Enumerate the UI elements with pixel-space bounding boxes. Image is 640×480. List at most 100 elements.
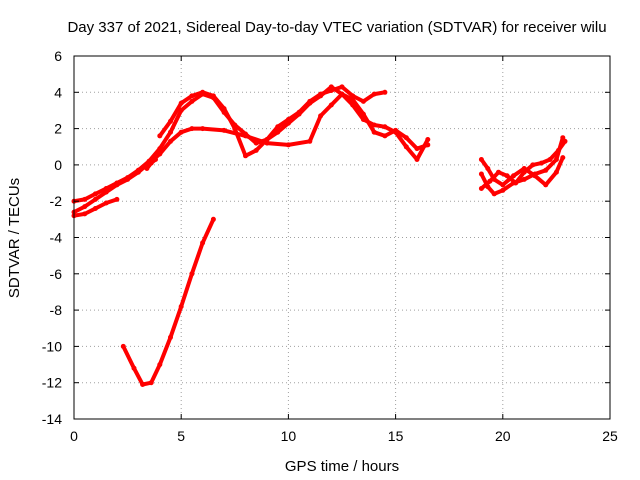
data-point	[189, 126, 195, 132]
data-point	[318, 113, 324, 119]
data-point	[553, 157, 559, 162]
data-point	[82, 204, 88, 210]
y-tick-label: 4	[54, 84, 62, 100]
series-arc-7	[479, 135, 565, 196]
x-tick-label: 5	[177, 428, 185, 444]
data-point	[168, 334, 173, 340]
y-tick-label: -4	[50, 230, 63, 246]
data-point	[425, 137, 431, 142]
data-point	[530, 162, 536, 168]
data-point	[178, 129, 184, 135]
data-point	[478, 171, 484, 177]
data-point	[92, 191, 98, 197]
data-point	[547, 157, 553, 162]
data-point	[500, 182, 506, 188]
data-point	[103, 189, 109, 195]
data-point	[221, 106, 227, 112]
data-point	[157, 362, 163, 368]
series-arc-3	[157, 84, 387, 158]
data-point	[414, 157, 420, 162]
y-tick-label: -8	[50, 302, 63, 318]
data-point	[478, 157, 484, 162]
data-point	[425, 142, 431, 148]
data-point	[521, 166, 527, 171]
grid-lines	[74, 56, 610, 419]
data-point	[491, 191, 497, 197]
data-point	[148, 380, 154, 386]
data-point	[485, 166, 491, 171]
data-point	[543, 167, 549, 173]
data-point	[491, 176, 497, 182]
y-tick-label: -10	[42, 338, 62, 354]
x-tick-label: 15	[388, 428, 404, 444]
data-point	[189, 98, 195, 104]
x-tick-label: 10	[281, 428, 297, 444]
data-point	[360, 111, 366, 117]
data-point	[382, 133, 388, 139]
series-arc-5	[121, 217, 216, 387]
data-point	[562, 138, 568, 144]
data-point	[120, 343, 126, 349]
data-point	[131, 365, 137, 371]
data-point	[500, 187, 506, 193]
y-tick-label: -14	[42, 411, 62, 427]
data-point	[189, 271, 195, 277]
data-point	[135, 169, 141, 175]
data-point	[210, 216, 216, 222]
y-tick-label: -12	[42, 375, 62, 391]
data-point	[382, 124, 388, 130]
data-point	[328, 102, 334, 108]
x-tick-label: 0	[70, 428, 78, 444]
y-tick-label: 6	[54, 48, 62, 64]
data-point	[189, 93, 195, 99]
data-point	[253, 147, 259, 153]
data-point	[168, 138, 173, 144]
series-layer	[71, 84, 568, 387]
data-point	[556, 147, 561, 153]
data-point	[264, 137, 270, 142]
data-point	[275, 124, 281, 130]
y-tick-label: 2	[54, 121, 62, 137]
data-point	[92, 206, 98, 211]
data-point	[103, 200, 109, 206]
data-point	[144, 166, 150, 171]
data-point	[532, 173, 538, 179]
data-point	[82, 211, 88, 217]
data-point	[153, 157, 158, 162]
data-point	[371, 129, 377, 135]
data-point	[318, 91, 324, 97]
data-point	[414, 146, 420, 152]
data-point	[307, 138, 313, 144]
data-point	[382, 89, 388, 95]
y-tick-label: -2	[50, 193, 63, 209]
x-axis-label: GPS time / hours	[285, 458, 399, 475]
data-point	[114, 196, 120, 202]
data-point	[200, 240, 206, 246]
data-point	[504, 173, 510, 179]
series-arc-9	[479, 155, 565, 187]
data-point	[478, 186, 484, 191]
data-point	[285, 117, 291, 122]
data-point	[560, 155, 566, 161]
data-point	[371, 91, 377, 97]
data-point	[307, 98, 313, 104]
y-axis-label: SDTVAR / TECUs	[6, 178, 23, 298]
data-point	[92, 196, 98, 202]
x-tick-label: 20	[495, 428, 511, 444]
data-point	[210, 93, 216, 99]
data-point	[393, 127, 399, 133]
data-point	[148, 160, 154, 166]
y-tick-label: -6	[50, 266, 63, 282]
data-point	[125, 176, 131, 182]
data-point	[200, 126, 206, 132]
chart-title: Day 337 of 2021, Sidereal Day-to-day VTE…	[67, 19, 606, 36]
data-point	[360, 98, 366, 104]
data-point	[157, 151, 163, 157]
data-point	[553, 169, 559, 175]
data-point	[200, 89, 206, 95]
data-point	[296, 109, 302, 115]
data-point	[243, 153, 248, 159]
x-tick-label: 25	[602, 428, 618, 444]
data-point	[82, 196, 88, 202]
